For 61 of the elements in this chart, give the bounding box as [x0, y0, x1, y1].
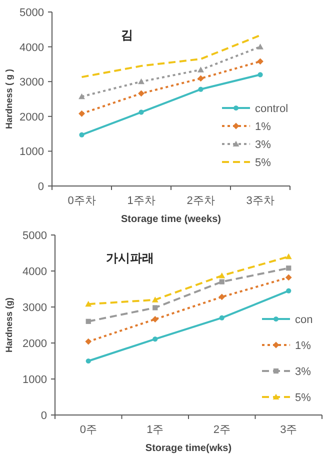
x-axis-title: Storage time (weeks) — [120, 214, 222, 225]
point — [286, 266, 292, 271]
legend-label: 1% — [255, 121, 272, 133]
x-tick-label: 2주 — [213, 424, 230, 436]
point — [78, 110, 85, 117]
x-tick-label: 2주차 — [186, 195, 215, 207]
point — [152, 305, 158, 310]
y-tick-label: 2000 — [20, 111, 44, 124]
y-tick-label: 0 — [40, 410, 47, 422]
point — [257, 58, 264, 65]
y-tick-label: 3000 — [22, 302, 47, 314]
point — [258, 72, 263, 78]
x-axis-title: Storage time(wks) — [145, 443, 232, 454]
y-tick-label: 3000 — [20, 76, 44, 89]
point — [152, 316, 158, 322]
point — [86, 358, 91, 364]
legend-label: control — [255, 103, 288, 115]
x-tick-label: 3주차 — [246, 195, 274, 207]
point — [85, 338, 92, 345]
point — [79, 132, 84, 138]
x-tick-label: 0주 — [80, 424, 97, 436]
text: 가시파래 — [106, 251, 154, 265]
point — [285, 274, 292, 281]
y-tick-label: 2000 — [22, 338, 47, 350]
y-tick-label: 5000 — [22, 230, 47, 242]
x-tick-label: 3주 — [280, 424, 298, 436]
point — [85, 300, 92, 307]
point — [198, 66, 204, 72]
legend-label: 3% — [295, 366, 312, 378]
point — [257, 44, 264, 50]
point — [198, 86, 204, 92]
point — [152, 296, 158, 302]
point — [219, 279, 224, 284]
legend-label: 5% — [295, 392, 312, 404]
text: 김 — [121, 28, 133, 42]
point — [218, 294, 226, 300]
x-tick-label: 0주차 — [68, 195, 96, 207]
y-axis-title: Hardness (g) — [4, 297, 14, 353]
y-tick-label: 4000 — [20, 42, 44, 54]
y-tick-label: 4000 — [22, 266, 47, 278]
y-tick-label: 0 — [38, 181, 44, 193]
x-tick-label: 1주 — [146, 424, 164, 436]
point — [138, 110, 144, 115]
y-tick-label: 1000 — [20, 146, 44, 158]
point — [286, 288, 292, 294]
point — [152, 336, 158, 342]
y-tick-label: 1000 — [22, 374, 47, 386]
point — [86, 318, 91, 324]
y-tick-label: 5000 — [20, 7, 44, 19]
point — [138, 90, 144, 97]
x-tick-label: 1주차 — [127, 195, 156, 207]
point — [138, 78, 144, 84]
legend-label: con — [295, 314, 313, 326]
point — [78, 93, 85, 100]
point — [285, 253, 292, 260]
point — [219, 315, 224, 320]
legend-label: 5% — [255, 157, 272, 169]
legend-label: 1% — [295, 340, 312, 352]
legend-label: 3% — [255, 139, 272, 151]
point — [218, 272, 226, 278]
y-axis-title: Hardness ( g ) — [4, 68, 14, 130]
